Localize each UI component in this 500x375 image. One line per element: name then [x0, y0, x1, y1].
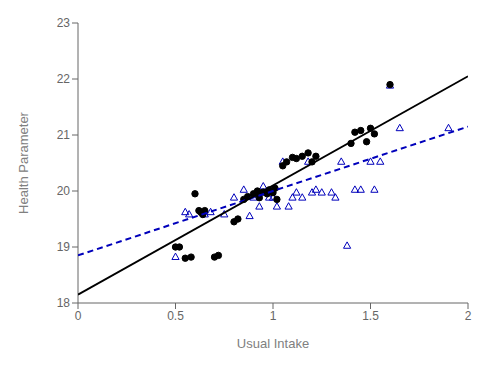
svg-text:22: 22 — [57, 72, 71, 86]
svg-text:1.5: 1.5 — [362, 309, 379, 323]
svg-text:Usual Intake: Usual Intake — [237, 336, 309, 351]
svg-text:21: 21 — [57, 128, 71, 142]
svg-text:2: 2 — [465, 309, 472, 323]
svg-text:19: 19 — [57, 240, 71, 254]
svg-text:0.5: 0.5 — [167, 309, 184, 323]
svg-text:1: 1 — [270, 309, 277, 323]
svg-text:20: 20 — [57, 184, 71, 198]
svg-text:23: 23 — [57, 16, 71, 30]
svg-text:Health Parameter: Health Parameter — [16, 111, 31, 214]
svg-text:0: 0 — [75, 309, 82, 323]
svg-text:18: 18 — [57, 296, 71, 310]
